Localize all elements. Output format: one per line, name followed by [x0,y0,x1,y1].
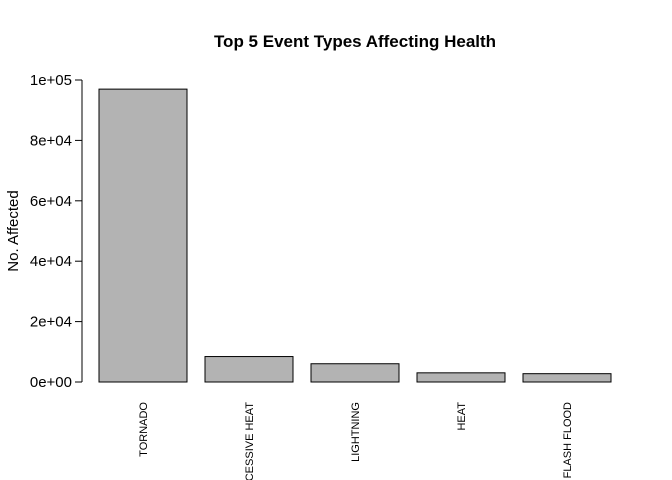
bar-lightning [310,363,400,383]
y-tick-label: 8e+04 [30,132,72,149]
y-tick-label: 2e+04 [30,314,72,331]
bar-heat [416,372,506,383]
y-tick-label: 1e+05 [30,72,72,89]
x-tick-label: LIGHTNING [350,402,362,462]
chart-title: Top 5 Event Types Affecting Health [214,32,496,51]
y-tick-label: 4e+04 [30,253,72,270]
y-tick-label: 6e+04 [30,193,72,210]
x-tick-label: HEAT [456,402,468,431]
x-tick-label: EXCESSIVE HEAT [244,402,256,480]
x-tick-label: FLASH FLOOD [562,402,574,478]
bar-tornado [98,88,188,383]
bars [98,88,612,383]
bar-flash-flood [522,373,612,383]
x-axis-tick-labels: TORNADO EXCESSIVE HEAT LIGHTNING HEAT FLASH … [138,402,574,480]
y-axis-ticks: 0e+00 2e+04 4e+04 6e+04 8e+04 1e+05 [30,72,82,391]
y-axis-label: No. Affected [5,190,22,271]
y-tick-label: 0e+00 [30,374,72,391]
bar-excessive-heat [204,356,294,383]
x-tick-label: TORNADO [138,402,150,457]
